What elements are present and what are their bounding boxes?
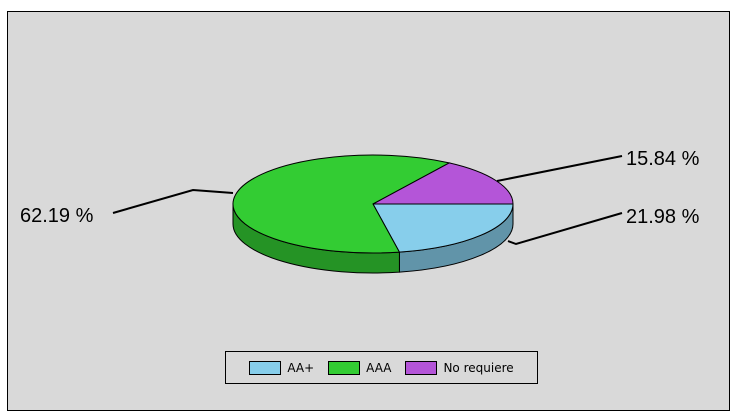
data-label-no-requiere: 15.84 % — [626, 148, 700, 170]
leader-line-aaa — [112, 188, 234, 214]
data-label-aaa: 62.19 % — [20, 205, 94, 227]
leader-line-no-requiere — [496, 155, 623, 182]
legend-label-no-requiere: No requiere — [443, 360, 514, 375]
pie-slice-aa-plus — [372, 203, 514, 253]
legend-swatch-no-requiere — [405, 360, 438, 375]
data-label-aa-plus: 21.98 % — [626, 206, 700, 228]
legend-label-aaa: AAA — [366, 360, 392, 375]
pie-slice-no-requiere — [372, 162, 514, 205]
legend-swatch-aa-plus — [249, 360, 282, 375]
leader-lines — [112, 155, 623, 246]
pie-slices — [232, 154, 514, 254]
leader-line-aa-plus — [507, 212, 623, 246]
legend-item-aaa: AAA — [328, 360, 392, 375]
legend-swatch-aaa — [328, 360, 361, 375]
pie-slice-aaa — [232, 154, 451, 254]
legend: AA+ AAA No requiere — [225, 351, 538, 384]
legend-item-no-requiere: No requiere — [405, 360, 514, 375]
legend-item-aa-plus: AA+ — [249, 360, 315, 375]
legend-label-aa-plus: AA+ — [287, 360, 315, 375]
